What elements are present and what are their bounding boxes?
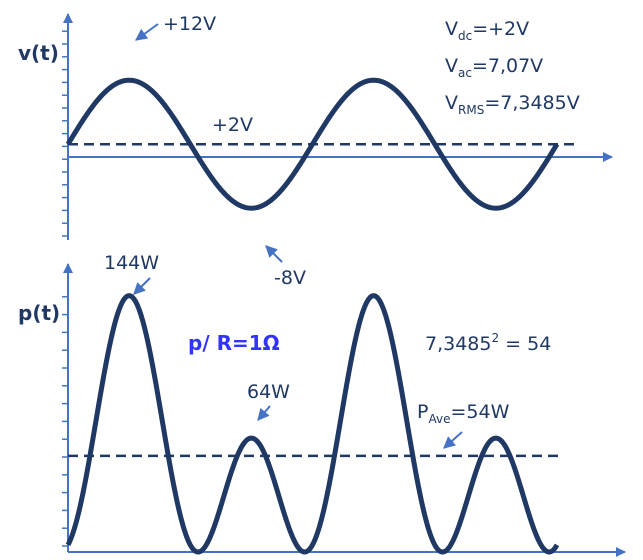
rms-squared-label: 7,34852 = 54	[425, 331, 551, 355]
voltage-waveform	[65, 77, 560, 211]
vac-label: Vac=7,07V	[445, 55, 543, 80]
peak-voltage-arrow	[135, 23, 159, 41]
power-y-ticks	[62, 296, 68, 547]
trough-voltage-label: -8V	[274, 267, 306, 289]
minor-peak-arrow	[257, 405, 271, 421]
average-power-arrow	[443, 431, 463, 449]
voltage-y-ticks	[62, 30, 68, 237]
minor-peak-label: 64W	[247, 381, 290, 403]
power-y-label: p(t)	[18, 301, 60, 325]
vrms-label: VRMS=7,3485V	[445, 92, 580, 117]
power-chart: p(t) 144W 64W p/ R=1Ω 7,34852 = 54 PAve=…	[18, 252, 626, 557]
voltage-chart: v(t) +2V +12V -8V Vdc=+2V Vac=7,07V VRMS…	[18, 13, 613, 289]
trough-voltage-arrow	[265, 245, 283, 263]
peak-voltage-label: +12V	[163, 13, 216, 35]
peak-power-arrow	[133, 277, 151, 295]
resistance-note: p/ R=1Ω	[188, 331, 280, 355]
average-power-label: PAve=54W	[417, 401, 510, 426]
voltage-y-label: v(t)	[18, 41, 59, 65]
power-waveform	[65, 293, 560, 555]
vdc-label: Vdc=+2V	[445, 18, 529, 43]
dc-level-label: +2V	[212, 114, 253, 136]
peak-power-label: 144W	[104, 252, 159, 274]
